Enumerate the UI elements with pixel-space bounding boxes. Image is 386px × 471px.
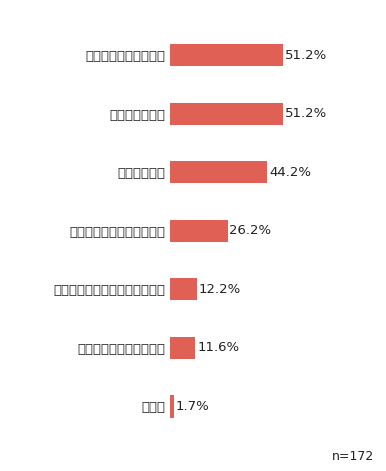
Bar bbox=[170, 103, 283, 125]
Bar bbox=[170, 219, 228, 242]
Bar bbox=[170, 161, 267, 183]
Text: n=172: n=172 bbox=[332, 449, 374, 463]
Bar bbox=[170, 395, 174, 418]
Bar bbox=[170, 44, 283, 66]
Bar bbox=[170, 337, 195, 359]
Text: 44.2%: 44.2% bbox=[269, 166, 311, 179]
Text: 51.2%: 51.2% bbox=[284, 49, 327, 62]
Bar bbox=[170, 278, 197, 300]
Text: 12.2%: 12.2% bbox=[198, 283, 241, 296]
Text: 51.2%: 51.2% bbox=[284, 107, 327, 120]
Text: 1.7%: 1.7% bbox=[175, 400, 209, 413]
Text: 11.6%: 11.6% bbox=[197, 341, 239, 354]
Text: 26.2%: 26.2% bbox=[229, 224, 271, 237]
